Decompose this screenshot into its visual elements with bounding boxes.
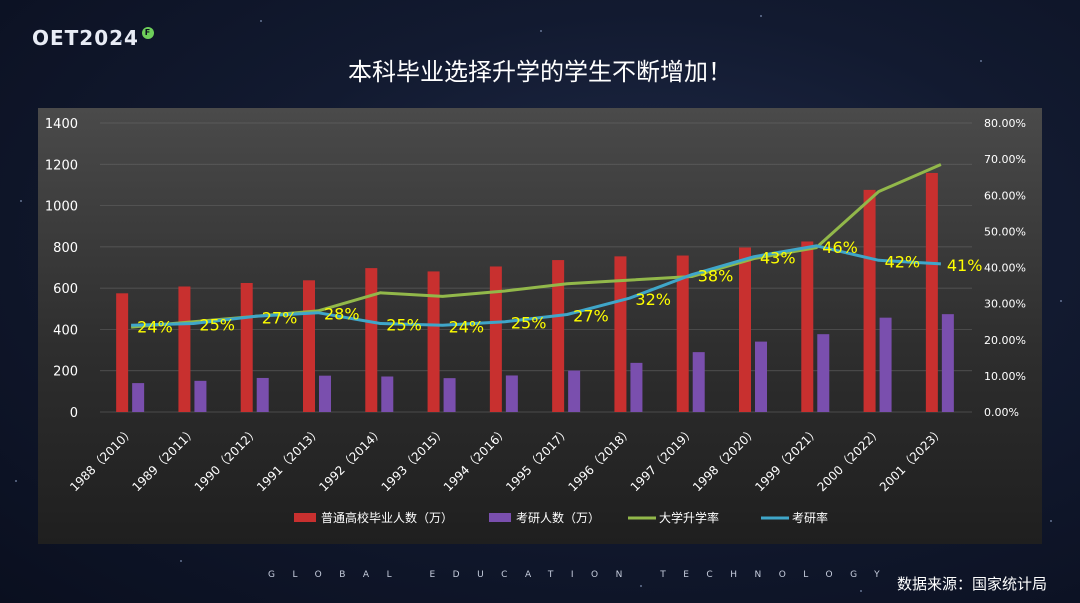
- x-category-label: 1991（2013）: [254, 424, 324, 494]
- bar-exam-applicants: [568, 370, 581, 412]
- bar-exam-applicants: [505, 375, 518, 412]
- bar-exam-applicants: [381, 376, 394, 412]
- data-label-exam-rate: 27%: [262, 308, 298, 327]
- data-label-exam-rate: 25%: [386, 315, 422, 334]
- data-label-exam-rate: 46%: [822, 238, 858, 257]
- y-left-tick-label: 1000: [45, 200, 78, 215]
- legend-label: 考研率: [792, 510, 828, 525]
- bar-graduates: [489, 266, 502, 412]
- y-left-tick-label: 0: [70, 406, 78, 421]
- y-left-tick-label: 1200: [45, 158, 78, 173]
- line-exam-rate: [131, 244, 941, 327]
- data-label-exam-rate: 25%: [199, 315, 235, 334]
- data-label-exam-rate: 43%: [760, 249, 796, 268]
- data-label-exam-rate: 24%: [449, 317, 485, 336]
- bar-graduates: [303, 280, 315, 412]
- bar-exam-applicants: [755, 341, 767, 412]
- legend-label: 普通高校毕业人数（万）: [321, 510, 453, 525]
- bar-exam-applicants: [319, 375, 331, 412]
- bar-graduates: [116, 293, 129, 412]
- y-right-tick-label: 10.00%: [984, 370, 1026, 383]
- y-left-tick-label: 200: [53, 365, 78, 380]
- legend-swatch: [294, 513, 316, 522]
- legend-label: 考研人数（万）: [516, 510, 600, 525]
- y-left-tick-label: 600: [53, 282, 78, 297]
- bar-graduates: [427, 271, 440, 412]
- data-label-exam-rate: 25%: [511, 314, 547, 333]
- y-right-tick-label: 40.00%: [984, 262, 1026, 275]
- data-label-exam-rate: 41%: [947, 256, 983, 275]
- bar-exam-applicants: [256, 377, 269, 412]
- bar-graduates: [365, 268, 378, 412]
- data-label-exam-rate: 42%: [885, 252, 921, 271]
- data-source: 数据来源：国家统计局: [896, 575, 1047, 593]
- page-title: 本科毕业选择升学的学生不断增加！: [348, 58, 732, 86]
- bar-exam-applicants: [692, 352, 705, 412]
- data-label-exam-rate: 27%: [573, 306, 609, 325]
- x-category-label: 1989（2011）: [129, 424, 199, 494]
- logo: OET2024 F: [32, 26, 154, 50]
- x-category-label: 1996（2018）: [565, 424, 635, 494]
- x-category-label: 1988（2010）: [67, 424, 137, 494]
- x-category-label: 2001（2023）: [877, 424, 947, 494]
- chart-panel: 0 200 400 600 800 1000 1200 1400 0.00% 10.00% 20.0…: [38, 108, 1042, 544]
- bar-graduates: [739, 247, 751, 412]
- bar-exam-applicants: [194, 380, 207, 412]
- y-left-tick-label: 400: [53, 323, 78, 338]
- x-category-label: 2000（2022）: [815, 424, 885, 494]
- data-label-exam-rate: 32%: [635, 290, 671, 309]
- data-label-exam-rate: 24%: [137, 317, 173, 336]
- x-category-label: 1992（2014）: [316, 424, 386, 494]
- legend-swatch: [489, 513, 511, 522]
- bar-exam-applicants: [443, 378, 456, 412]
- y-right-tick-label: 30.00%: [984, 298, 1026, 311]
- bar-graduates: [552, 260, 565, 412]
- data-label-exam-rate: 28%: [324, 305, 360, 324]
- y-right-tick-label: 20.00%: [984, 334, 1026, 347]
- legend-label: 大学升学率: [659, 510, 719, 525]
- x-category-label: 1990（2012）: [192, 424, 262, 494]
- bar-graduates: [614, 256, 627, 412]
- y-left-tick-label: 800: [53, 241, 78, 256]
- bar-graduates: [178, 286, 191, 412]
- logo-badge: F: [141, 27, 154, 39]
- bar-exam-applicants: [817, 334, 830, 412]
- bar-graduates: [863, 189, 876, 412]
- bar-exam-applicants: [879, 317, 892, 412]
- x-category-label: 1999（2021）: [752, 424, 822, 494]
- y-right-tick-label: 0.00%: [984, 406, 1019, 419]
- x-category-label: 1994（2016）: [441, 424, 511, 494]
- y-right-tick-label: 50.00%: [984, 225, 1026, 238]
- x-category-label: 1993（2015）: [379, 424, 449, 494]
- y-left-tick-label: 1400: [45, 117, 78, 132]
- data-label-exam-rate: 38%: [698, 267, 734, 286]
- bar-exam-applicants: [941, 314, 954, 412]
- y-right-tick-label: 70.00%: [984, 153, 1026, 166]
- bar-exam-applicants: [630, 362, 643, 412]
- y-right-tick-label: 80.00%: [984, 117, 1026, 130]
- footer-tagline: GLOBAL EDUCATION TECHNOLOGY: [268, 570, 898, 580]
- x-category-label: 1995（2017）: [503, 424, 573, 494]
- bar-graduates: [240, 282, 253, 412]
- logo-text: OET2024: [32, 26, 139, 50]
- bar-graduates: [801, 241, 814, 412]
- y-right-tick-label: 60.00%: [984, 189, 1026, 202]
- x-category-label: 1998（2020）: [690, 424, 760, 494]
- bar-graduates: [676, 255, 689, 412]
- combo-chart: 0 200 400 600 800 1000 1200 1400 0.00% 10.00% 20.0…: [45, 117, 1026, 525]
- x-category-label: 1997（2019）: [628, 424, 698, 494]
- bar-exam-applicants: [132, 383, 145, 412]
- bar-graduates: [925, 172, 938, 412]
